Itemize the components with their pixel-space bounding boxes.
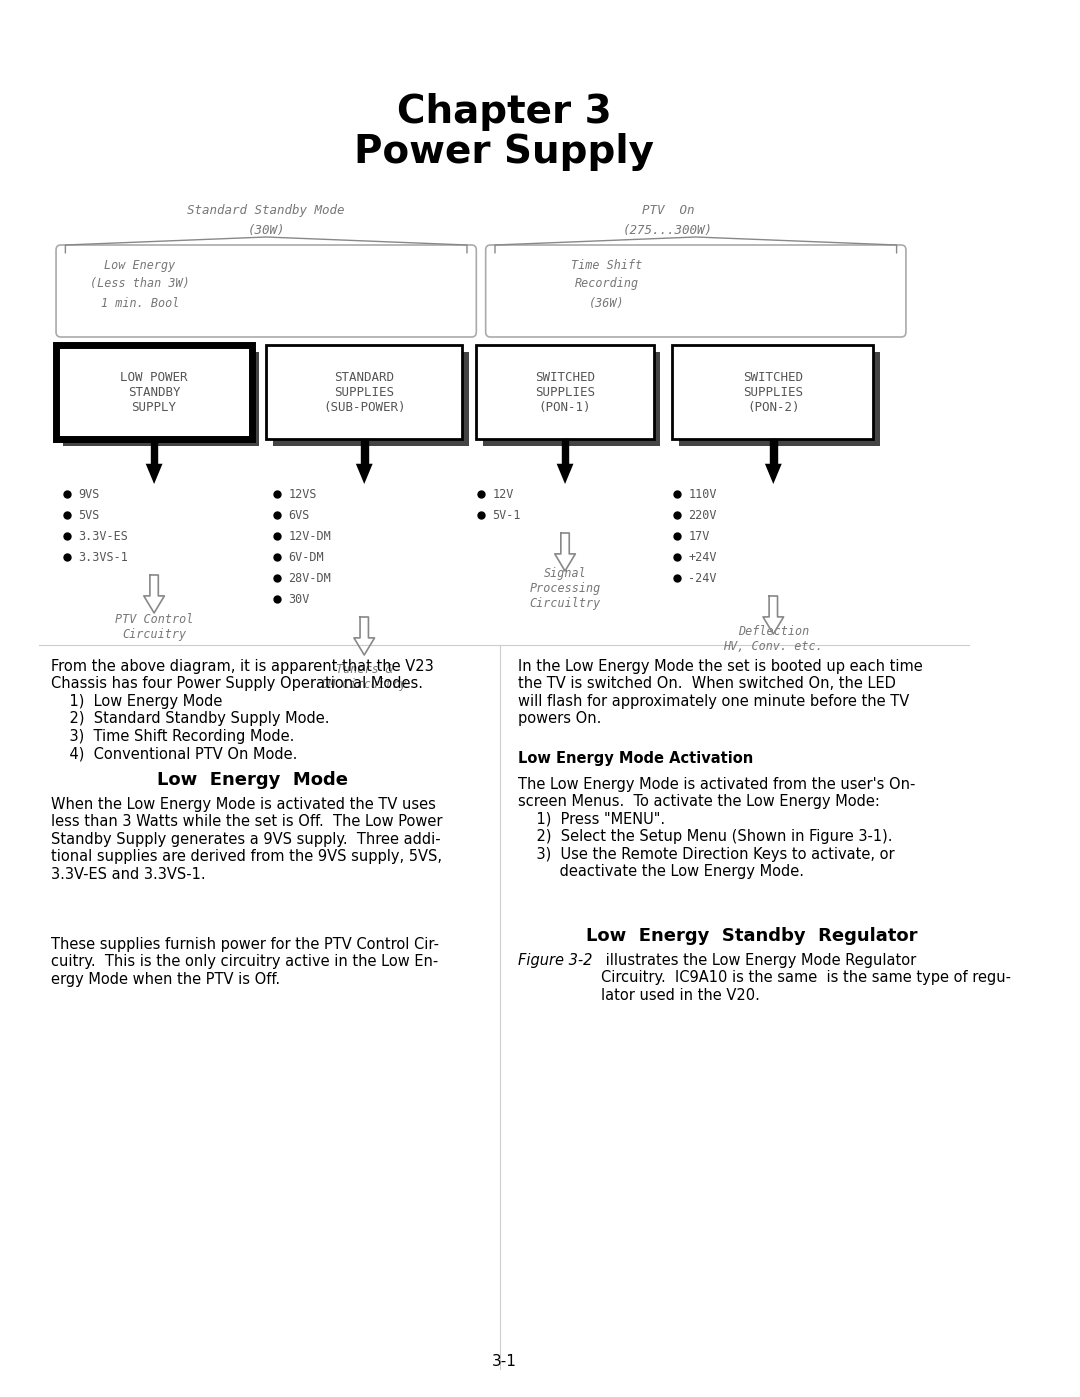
Text: SWITCHED
SUPPLIES
(PON-2): SWITCHED SUPPLIES (PON-2) (743, 370, 804, 414)
Bar (273, 352, 469, 446)
Text: Signal
Processing
Circuiltry: Signal Processing Circuiltry (529, 567, 600, 609)
Text: Power Supply: Power Supply (354, 133, 654, 170)
Text: When the Low Energy Mode is activated the TV uses
less than 3 Watts while the se: When the Low Energy Mode is activated th… (52, 798, 443, 882)
Bar (56, 345, 252, 439)
Text: 17V: 17V (688, 529, 710, 542)
Text: -24V: -24V (688, 571, 717, 584)
Text: 3.3VS-1: 3.3VS-1 (79, 550, 129, 563)
Text: These supplies furnish power for the PTV Control Cir-
cuitry.  This is the only : These supplies furnish power for the PTV… (52, 937, 440, 986)
Bar (63, 352, 259, 446)
Polygon shape (146, 464, 162, 483)
Text: Standard Standby Mode: Standard Standby Mode (188, 204, 345, 217)
Text: From the above diagram, it is apparent that the V23
Chassis has four Power Suppl: From the above diagram, it is apparent t… (52, 659, 434, 761)
FancyBboxPatch shape (56, 244, 476, 337)
Text: STANDARD
SUPPLIES
(SUB-POWER): STANDARD SUPPLIES (SUB-POWER) (323, 370, 405, 414)
Polygon shape (765, 464, 782, 483)
Bar (56, 345, 252, 439)
Bar (483, 352, 660, 446)
FancyBboxPatch shape (486, 244, 906, 337)
Bar (770, 439, 777, 464)
Text: Recording: Recording (575, 278, 639, 291)
Text: SWITCHED
SUPPLIES
(PON-1): SWITCHED SUPPLIES (PON-1) (535, 370, 595, 414)
Text: 6V-DM: 6V-DM (288, 550, 324, 563)
Text: 12V-DM: 12V-DM (288, 529, 332, 542)
Text: Low  Energy  Mode: Low Energy Mode (157, 771, 348, 789)
Text: 3.3V-ES: 3.3V-ES (79, 529, 129, 542)
Polygon shape (556, 464, 573, 483)
Polygon shape (355, 464, 373, 483)
Text: Time Shift: Time Shift (571, 258, 643, 271)
Bar (151, 439, 158, 464)
Text: 5VS: 5VS (79, 509, 99, 521)
Bar (266, 345, 462, 439)
Text: (30W): (30W) (247, 224, 285, 236)
Text: 12V: 12V (492, 488, 514, 500)
Text: PTV Control
Circuitry: PTV Control Circuitry (114, 613, 193, 641)
Text: (Less than 3W): (Less than 3W) (91, 278, 190, 291)
Text: 30V: 30V (288, 592, 310, 605)
Text: Low Energy: Low Energy (105, 258, 176, 271)
Bar (679, 352, 880, 446)
Bar (361, 439, 367, 464)
Text: Low Energy Mode Activation: Low Energy Mode Activation (518, 752, 754, 766)
Text: 5V-1: 5V-1 (492, 509, 521, 521)
Text: 110V: 110V (688, 488, 717, 500)
Text: The Low Energy Mode is activated from the user's On-
screen Menus.  To activate : The Low Energy Mode is activated from th… (518, 777, 916, 879)
Text: PTV  On: PTV On (642, 204, 694, 217)
Text: Chapter 3: Chapter 3 (397, 94, 611, 131)
Text: 220V: 220V (688, 509, 717, 521)
Bar (562, 439, 568, 464)
Text: 3-1: 3-1 (491, 1355, 516, 1369)
Text: In the Low Energy Mode the set is booted up each time
the TV is switched On.  Wh: In the Low Energy Mode the set is booted… (518, 659, 923, 726)
Text: 6VS: 6VS (288, 509, 310, 521)
Text: 1 min. Bool: 1 min. Bool (100, 296, 179, 310)
Bar (476, 345, 653, 439)
Text: LOW POWER
STANDBY
SUPPLY: LOW POWER STANDBY SUPPLY (120, 370, 188, 414)
Text: 12VS: 12VS (288, 488, 318, 500)
Text: (275...300W): (275...300W) (623, 224, 713, 236)
Bar (673, 345, 874, 439)
Text: illustrates the Low Energy Mode Regulator
Circuitry.  IC9A10 is the same  is the: illustrates the Low Energy Mode Regulato… (600, 953, 1011, 1003)
Text: Figure 3-2: Figure 3-2 (518, 953, 593, 968)
Text: (36W): (36W) (590, 296, 625, 310)
Text: Tuners &
DM Circuitry: Tuners & DM Circuitry (322, 664, 407, 692)
Text: +24V: +24V (688, 550, 717, 563)
Text: 9VS: 9VS (79, 488, 99, 500)
Text: Deflection
HV, Conv. etc.: Deflection HV, Conv. etc. (724, 624, 823, 652)
Text: 28V-DM: 28V-DM (288, 571, 332, 584)
Text: Low  Energy  Standby  Regulator: Low Energy Standby Regulator (586, 928, 918, 944)
